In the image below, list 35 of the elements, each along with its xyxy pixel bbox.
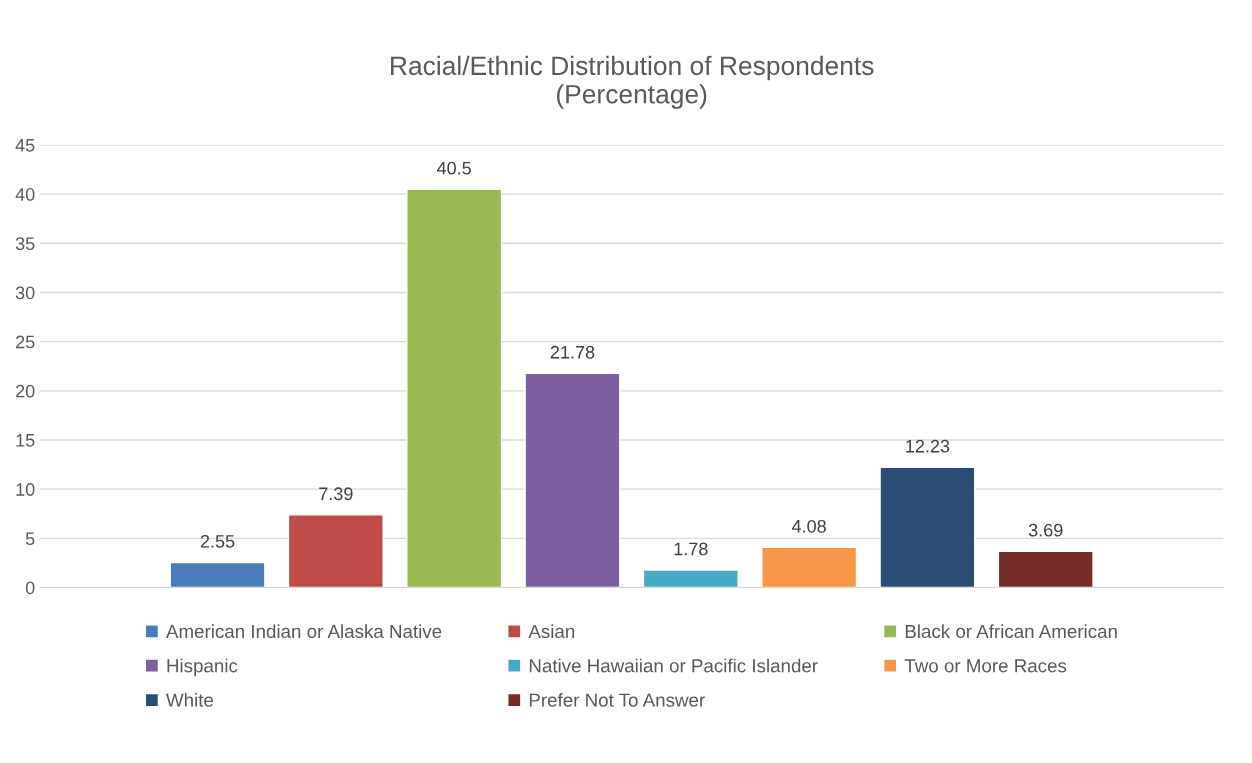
data-label: 40.5 [437,161,471,175]
data-label: 2.55 [200,534,235,548]
legend-label: Hispanic [167,658,238,677]
data-label: 4.08 [791,519,826,533]
bar [997,550,1094,588]
y-tick-label: 40 [15,188,35,201]
legend-label: White [166,693,214,707]
data-label: 21.78 [550,345,595,359]
y-tick-label: 25 [16,335,35,349]
y-tick-label: 30 [15,286,35,300]
data-label: 3.69 [1028,523,1063,537]
data-label: 12.23 [906,439,950,453]
legend-label: Native Hawaiian or Pacific Islander [529,658,818,673]
y-tick-label: 15 [16,434,35,447]
y-tick-label: 20 [16,384,35,398]
y-tick-label: 0 [25,581,35,595]
legend-label: American Indian or Alaska Native [165,624,442,639]
legend-label: Prefer Not To Answer [529,693,705,707]
bar [761,546,858,588]
bar [406,188,503,588]
bar [287,514,384,588]
bar [642,569,739,588]
y-tick-label: 10 [16,483,35,496]
legend-label: Two or More Races [904,659,1067,673]
y-tick-label: 45 [15,139,35,152]
y-tick-label: 5 [25,532,35,546]
bar [524,372,621,588]
data-label: 1.78 [674,542,708,556]
legend-label: Black or African American [905,624,1117,639]
data-label: 7.39 [319,487,353,501]
y-tick-label: 35 [15,237,35,251]
legend-label: Asian [528,624,575,639]
bar [879,466,976,588]
chart-title: Racial/Ethnic Distribution of Respondents (Percentage) [391,55,874,109]
bar [169,561,266,588]
